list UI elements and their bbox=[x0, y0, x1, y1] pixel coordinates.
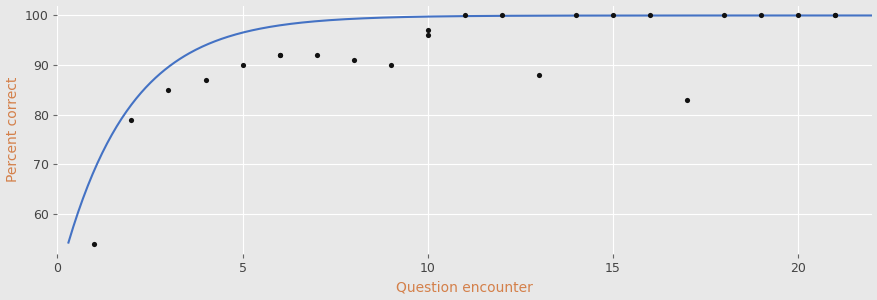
Point bbox=[605, 13, 619, 18]
Point bbox=[531, 73, 545, 77]
Point bbox=[420, 33, 434, 38]
Point bbox=[87, 241, 101, 246]
Point bbox=[495, 13, 509, 18]
Point bbox=[198, 78, 212, 82]
Point bbox=[383, 63, 397, 68]
Point bbox=[753, 13, 767, 18]
Point bbox=[642, 13, 656, 18]
Point bbox=[272, 53, 286, 58]
Point bbox=[790, 13, 804, 18]
Point bbox=[420, 28, 434, 33]
Point bbox=[272, 53, 286, 58]
Point bbox=[346, 58, 360, 62]
Point bbox=[310, 53, 324, 58]
Point bbox=[568, 13, 582, 18]
Point bbox=[125, 117, 139, 122]
Point bbox=[235, 63, 249, 68]
Point bbox=[717, 13, 731, 18]
Point bbox=[827, 13, 841, 18]
Point bbox=[827, 13, 841, 18]
Point bbox=[161, 88, 175, 92]
Point bbox=[680, 98, 694, 102]
X-axis label: Question encounter: Question encounter bbox=[396, 280, 532, 294]
Y-axis label: Percent correct: Percent correct bbox=[5, 77, 19, 182]
Point bbox=[457, 13, 471, 18]
